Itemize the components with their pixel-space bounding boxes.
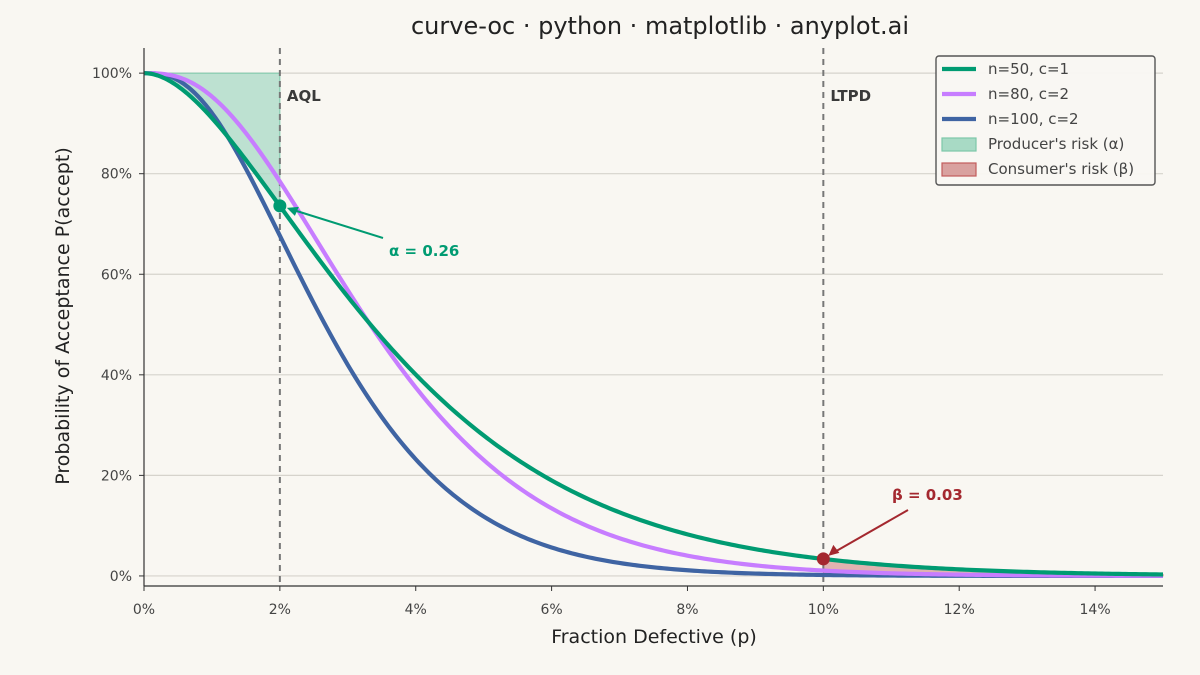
oc-curve-n-50-c-1 (143, 71, 1164, 577)
x-tick-label: 14% (1080, 602, 1111, 618)
y-tick-label: 0% (110, 569, 132, 585)
beta-point (816, 552, 830, 566)
beta-annotation: β = 0.03 (892, 486, 963, 504)
alpha-arrow (289, 207, 384, 239)
x-tick-label: 8% (676, 602, 698, 618)
y-tick-label: 60% (101, 267, 132, 283)
legend-box (935, 55, 1156, 186)
legend: n=50, c=1 n=80, c=2 n=100, c=2 Producer's r… (935, 55, 1156, 186)
y-tick-label: 100% (92, 66, 132, 82)
x-tick-label: 2% (269, 602, 291, 618)
legend-label: Producer's risk (α) (988, 135, 1124, 153)
tick-labels: 0% 2% 4% 6% 8% 10% 12% 14% 0% 20% 40% 60% 80% 100% (92, 66, 1111, 618)
ref-label-ltpd: LTPD (830, 87, 871, 105)
x-tick-label: 0% (133, 602, 155, 618)
producers-risk-region (143, 72, 281, 208)
alpha-arrowhead (286, 206, 299, 216)
legend-label: Consumer's risk (β) (988, 160, 1134, 178)
annotations: α = 0.26 β = 0.03 (273, 199, 963, 566)
alpha-annotation: α = 0.26 (389, 242, 459, 260)
legend-label: n=80, c=2 (988, 85, 1069, 103)
chart-title: curve-oc · python · matplotlib · anyplot… (411, 12, 909, 40)
y-tick-label: 80% (101, 167, 132, 183)
reference-lines: AQL LTPD (278, 48, 871, 586)
y-tick-label: 20% (101, 468, 132, 484)
x-tick-label: 12% (944, 602, 975, 618)
legend-swatch-region (941, 137, 977, 152)
oc-curve-n-80-c-2 (143, 71, 1164, 578)
x-axis-label: Fraction Defective (p) (551, 626, 757, 648)
x-tick-label: 10% (808, 602, 839, 618)
beta-arrow (830, 509, 909, 555)
legend-label: n=50, c=1 (988, 60, 1069, 78)
x-tick-label: 4% (405, 602, 427, 618)
oc-curves (143, 71, 1164, 579)
legend-swatch-region (941, 162, 977, 177)
axes (143, 48, 1163, 587)
x-tick-label: 6% (540, 602, 562, 618)
y-axis-label: Probability of Acceptance P(accept) (52, 147, 74, 484)
legend-label: n=100, c=2 (988, 110, 1079, 128)
beta-arrowhead (828, 544, 840, 556)
ref-label-aql: AQL (287, 87, 321, 105)
y-tick-label: 40% (101, 368, 132, 384)
alpha-point (273, 199, 287, 213)
